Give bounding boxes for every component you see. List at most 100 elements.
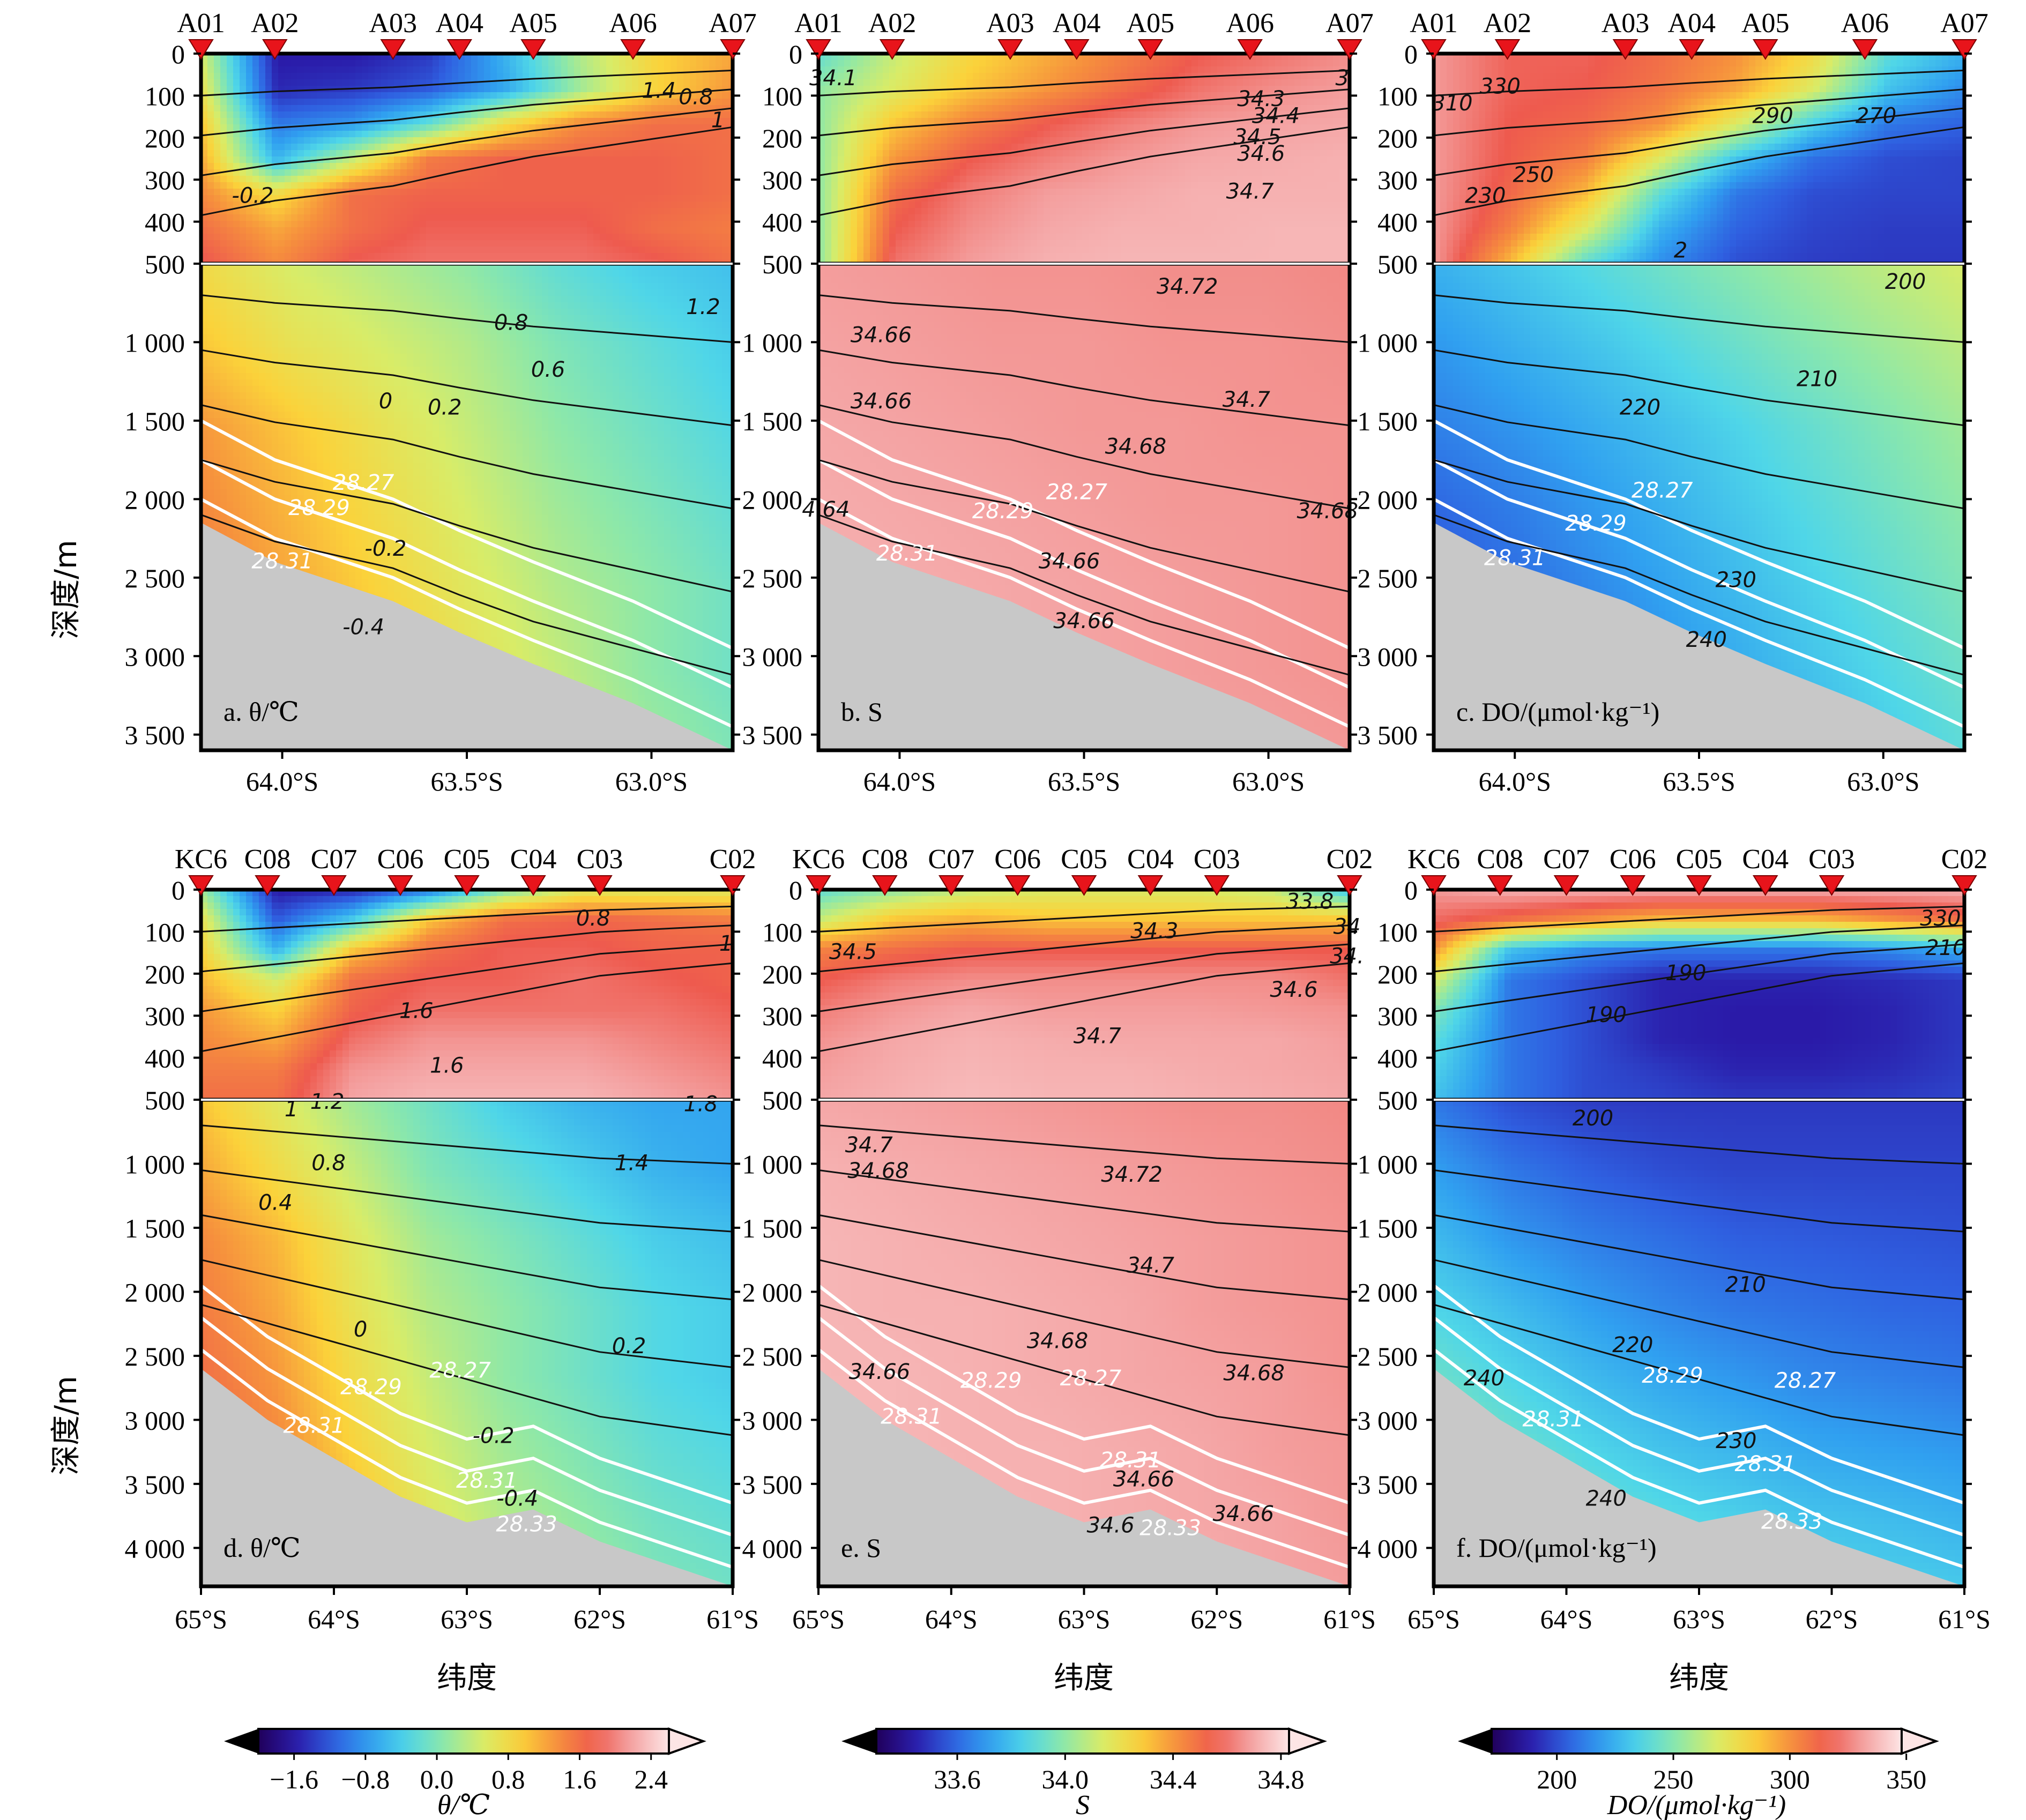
contour-label: 270: [1856, 104, 1896, 129]
station-label: A06: [1226, 8, 1274, 39]
contour-label: 1.6: [430, 1053, 464, 1078]
station-label: A05: [1741, 8, 1790, 39]
contour-label: 0: [354, 1317, 367, 1342]
y-tick-label: 400: [145, 207, 185, 237]
station-label: A04: [1053, 8, 1101, 39]
contour-label: 1.4: [642, 79, 676, 103]
y-tick-label: 4 000: [742, 1533, 803, 1563]
contour-label: 220: [1612, 1333, 1653, 1357]
x-axis-title: 纬度: [1054, 1661, 1114, 1696]
y-tick-label: 3 500: [125, 720, 185, 750]
contour-label: 34.6: [1270, 978, 1317, 1002]
contour-label: 4.64: [802, 497, 850, 522]
isopycnal-label: 28.29: [288, 496, 350, 520]
y-tick-label: 3 500: [1358, 720, 1418, 750]
isopycnal-label: 28.31: [881, 1405, 942, 1429]
contour-label: 1.6: [399, 998, 434, 1023]
isopycnal-label: 28.31: [284, 1413, 345, 1438]
station-label: C02: [710, 844, 756, 875]
contour-label: 34.66: [851, 389, 912, 414]
x-tick-label: 63°S: [1673, 1604, 1725, 1634]
station-label: A01: [177, 8, 225, 39]
station-label: A02: [1484, 8, 1532, 39]
isopycnal-label: 28.33: [496, 1512, 557, 1536]
y-tick-label: 0: [1404, 875, 1418, 905]
station-label: C02: [1941, 844, 1988, 875]
colorbar-tick-label: 33.6: [934, 1764, 981, 1794]
isopycnal-label: 28.29: [1642, 1363, 1703, 1388]
contour-label: 240: [1464, 1366, 1504, 1391]
contour-label: 1.2: [310, 1090, 345, 1114]
isopycnal-label: 28.31: [456, 1468, 518, 1493]
station-label: C07: [928, 844, 974, 875]
contour-label: 1.4: [615, 1151, 649, 1175]
isopycnal-label: 28.33: [1761, 1510, 1823, 1534]
station-label: C07: [311, 844, 357, 875]
y-tick-label: 1 000: [125, 327, 185, 357]
contour-label: 34.: [1330, 944, 1364, 968]
x-tick-label: 63°S: [1058, 1604, 1111, 1634]
isopycnal-label: 28.31: [1100, 1448, 1161, 1473]
y-tick-label: 3 000: [1358, 1405, 1418, 1435]
heatmap-upper: [201, 890, 733, 1100]
contour-label: 0.2: [428, 395, 462, 420]
station-label: A01: [1410, 8, 1458, 39]
contour-label: 230: [1716, 568, 1756, 593]
isopycnal-label: 28.29: [1565, 511, 1627, 536]
x-axis-title: 纬度: [437, 1661, 497, 1696]
y-tick-label: 200: [1377, 123, 1418, 153]
y-tick-label: 2 500: [742, 1341, 803, 1371]
y-tick-label: 2 000: [742, 484, 803, 514]
isopycnal-label: 28.27: [1046, 480, 1107, 505]
heatmap-upper: [1434, 890, 1965, 1100]
colorbar-max-arrow: [1902, 1729, 1936, 1754]
station-label: A06: [1841, 8, 1889, 39]
contour-label: 34.7: [1226, 180, 1275, 204]
contour-label: 330: [1480, 74, 1521, 99]
contour-label: 310: [1432, 91, 1472, 116]
y-tick-label: 3 500: [742, 720, 803, 750]
panel-a: -0.21.4 0.811.20.80.60 0.2-0.2-0.428.2728.…: [125, 8, 757, 796]
y-tick-label: 100: [145, 917, 185, 947]
y-tick-label: 1 500: [742, 406, 803, 436]
station-label: A03: [1602, 8, 1650, 39]
y-axis-title: 深度/m: [49, 1376, 84, 1475]
colorbar-tick-label: −0.8: [341, 1764, 390, 1794]
isopycnal-label: 28.27: [1632, 479, 1693, 503]
panel-label: c. DO/(μmol·kg⁻¹): [1456, 697, 1659, 727]
y-tick-label: 200: [1377, 959, 1418, 989]
x-tick-label: 63.0°S: [615, 766, 688, 796]
contour-label: 0.8: [311, 1151, 346, 1175]
station-label: A03: [986, 8, 1034, 39]
y-tick-label: 2 000: [1358, 484, 1418, 514]
y-tick-label: 100: [762, 917, 802, 947]
station-label: KC6: [175, 844, 227, 875]
isopycnal-label: 28.29: [972, 499, 1034, 524]
colorbar-0: −1.6 −0.8 0.0 0.8 1.6 2.4θ/℃: [224, 1729, 703, 1820]
colorbar-min-arrow: [224, 1729, 258, 1754]
y-tick-label: 100: [1377, 917, 1418, 947]
contour-label: 230: [1465, 184, 1506, 208]
contour-label: 34.68: [1223, 1361, 1285, 1385]
x-tick-label: 63.5°S: [430, 766, 503, 796]
station-label: A07: [1940, 8, 1988, 39]
y-tick-label: 200: [145, 123, 185, 153]
contour-label: 34.72: [1101, 1162, 1163, 1187]
contour-label: 34.66: [1053, 609, 1115, 633]
contour-label: 34.7: [845, 1133, 893, 1158]
y-tick-label: 2 000: [125, 1277, 185, 1307]
y-tick-label: 3 000: [742, 1405, 803, 1435]
contour-label: 34.6: [1087, 1513, 1135, 1538]
contour-label: 34.68: [847, 1159, 909, 1183]
contour-label: 0.8: [679, 85, 713, 109]
y-tick-label: 500: [145, 249, 185, 279]
contour-label: 34.72: [1157, 274, 1218, 299]
colorbar-tick-label: 2.4: [634, 1764, 668, 1794]
isopycnal-label: 28.31: [876, 541, 938, 566]
y-tick-label: 100: [762, 81, 802, 111]
station-label: C03: [1194, 844, 1240, 875]
colorbar-1: 33.6 34.0 34.4 34.8S: [841, 1729, 1324, 1820]
station-label: C08: [1477, 844, 1523, 875]
station-label: C04: [1742, 844, 1789, 875]
station-label: C02: [1327, 844, 1373, 875]
